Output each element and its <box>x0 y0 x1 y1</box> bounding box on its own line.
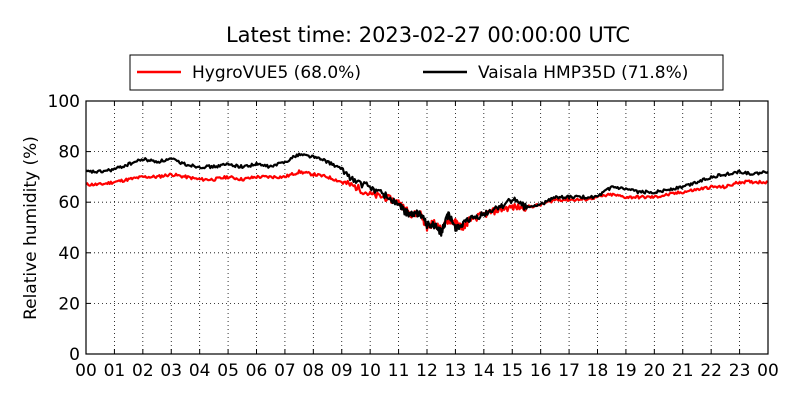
series-line-hygrovue5 <box>85 169 769 234</box>
x-tick-label: 05 <box>217 361 239 381</box>
x-tick-label: 23 <box>729 361 751 381</box>
y-tick-label: 60 <box>58 193 80 213</box>
axes: 00 01 02 03 04 05 06 07 08 09 10 11 12 13 14 15 16 17 18 19… <box>48 92 779 381</box>
x-tick-label: 00 <box>757 361 779 381</box>
x-tick-label: 14 <box>473 361 495 381</box>
x-tick-label: 18 <box>587 361 609 381</box>
x-tick-label: 02 <box>132 361 154 381</box>
y-tick-label: 80 <box>58 143 80 163</box>
x-tick-label: 09 <box>331 361 353 381</box>
x-tick-label: 15 <box>501 361 523 381</box>
x-tick-label: 19 <box>615 361 637 381</box>
legend-label-vaisala: Vaisala HMP35D (71.8%) <box>478 63 688 83</box>
x-tick-label: 07 <box>274 361 296 381</box>
x-tick-label: 11 <box>388 361 410 381</box>
y-tick-label: 100 <box>48 92 80 112</box>
series-line-vaisala <box>85 152 769 237</box>
x-tick-label: 22 <box>700 361 722 381</box>
y-tick-label: 40 <box>58 244 80 264</box>
grid-lines <box>86 101 768 354</box>
x-tick-label: 17 <box>558 361 580 381</box>
y-tick-label: 20 <box>58 294 80 314</box>
y-axis-label: Relative humidity (%) <box>21 136 41 320</box>
chart-title: Latest time: 2023-02-27 00:00:00 UTC <box>226 23 630 47</box>
x-tick-label: 00 <box>75 361 97 381</box>
x-tick-label: 03 <box>160 361 182 381</box>
x-tick-label: 01 <box>104 361 126 381</box>
series-lines <box>85 152 769 237</box>
x-tick-label: 13 <box>445 361 467 381</box>
legend: HygroVUE5 (68.0%) Vaisala HMP35D (71.8%) <box>129 54 724 91</box>
x-tick-label: 06 <box>246 361 268 381</box>
x-tick-label: 10 <box>359 361 381 381</box>
x-tick-label: 20 <box>644 361 666 381</box>
x-tick-label: 16 <box>530 361 552 381</box>
x-tick-label: 08 <box>303 361 325 381</box>
x-tick-label: 04 <box>189 361 211 381</box>
y-tick-label: 0 <box>69 345 80 365</box>
x-tick-label: 12 <box>416 361 438 381</box>
x-tick-label: 21 <box>672 361 694 381</box>
legend-label-hygrovue5: HygroVUE5 (68.0%) <box>192 63 361 83</box>
